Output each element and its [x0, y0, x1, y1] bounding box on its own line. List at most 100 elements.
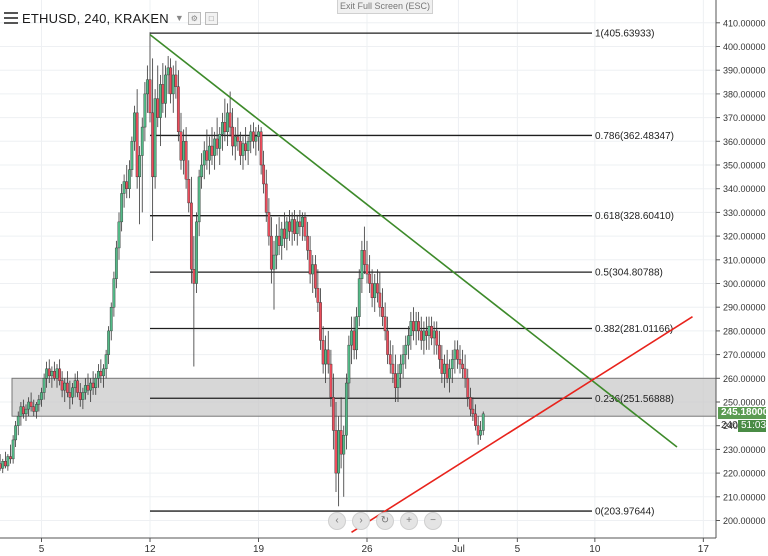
candle-body	[257, 131, 260, 137]
candle-body	[479, 430, 483, 436]
fib-level-label: 0.786(362.48347)	[595, 131, 674, 142]
candle-body	[195, 221, 198, 284]
y-tick-label: 270.00000	[723, 350, 766, 360]
candle-body	[161, 84, 165, 104]
zoom-in-icon[interactable]: +	[400, 512, 418, 530]
candle-body	[448, 368, 452, 379]
candle-body	[339, 430, 343, 455]
scroll-right-icon[interactable]: ›	[352, 512, 370, 530]
candle-body	[52, 370, 56, 379]
candle-body	[55, 368, 59, 379]
candle-body	[99, 370, 103, 377]
candle-body	[362, 250, 366, 265]
fib-level-label: 0(203.97644)	[595, 507, 655, 518]
candle-body	[334, 430, 338, 474]
candle-body	[437, 344, 441, 360]
y-tick-label: 230.00000	[723, 445, 766, 455]
candle-body	[228, 112, 232, 128]
settings-icon[interactable]: ⚙	[187, 11, 201, 25]
y-tick-label: 280.00000	[723, 326, 766, 336]
candle-body	[275, 235, 279, 256]
candle-body	[125, 181, 129, 189]
last-price-tag: 245.18000	[718, 407, 768, 419]
candle-body	[205, 150, 209, 161]
hide-icon[interactable]: □	[204, 11, 218, 25]
candle-body	[324, 349, 328, 365]
candle-body	[151, 112, 155, 178]
x-tick-label: 5	[515, 544, 521, 555]
candle-body	[179, 131, 183, 161]
candle-body	[138, 155, 142, 178]
candle-body	[396, 373, 400, 388]
symbol-title[interactable]: ETHUSD, 240, KRAKEN	[22, 10, 169, 26]
x-tick-label: 5	[39, 544, 45, 555]
candle-body	[306, 235, 310, 251]
candle-body	[381, 307, 384, 317]
candle-body	[27, 401, 31, 410]
candle-body	[213, 138, 217, 156]
candle-body	[9, 456, 12, 460]
x-tick-label: 12	[144, 544, 156, 555]
candle-body	[171, 74, 175, 95]
candle-body	[120, 193, 124, 223]
candle-body	[285, 221, 289, 239]
candle-body	[96, 370, 100, 379]
candle-body	[215, 138, 219, 149]
candle-body	[440, 359, 444, 374]
candle-body	[383, 316, 387, 332]
candle-body	[414, 321, 418, 332]
candle-body	[458, 359, 462, 365]
candle-body	[71, 387, 74, 398]
candle-body	[254, 136, 258, 142]
candle-body	[393, 373, 397, 388]
candle-body	[50, 370, 54, 377]
scroll-left-icon[interactable]: ‹	[328, 512, 346, 530]
candle-body	[303, 216, 307, 237]
candle-body	[63, 382, 67, 391]
candle-body	[427, 325, 431, 336]
chevron-down-icon[interactable]: ▼	[174, 13, 184, 23]
candle-body	[352, 330, 356, 351]
candle-body	[21, 406, 25, 415]
candle-body	[474, 413, 477, 426]
candle-body	[189, 202, 193, 270]
candle-body	[156, 98, 160, 118]
y-tick-label: 300.00000	[723, 279, 766, 289]
candle-body	[3, 461, 7, 467]
candle-body	[122, 181, 126, 194]
candle-body	[326, 349, 330, 365]
y-tick-label: 220.00000	[723, 469, 766, 479]
y-tick-label: 200.00000	[723, 516, 766, 526]
candle-body	[337, 430, 341, 474]
candle-body	[236, 136, 240, 142]
zoom-out-icon[interactable]: −	[424, 512, 442, 530]
candle-body	[40, 392, 43, 400]
candle-body	[78, 392, 82, 400]
candle-body	[445, 363, 449, 379]
candle-body	[153, 98, 157, 178]
candle-body	[262, 164, 266, 185]
candle-body	[14, 425, 18, 441]
candle-body	[443, 363, 446, 374]
candle-body	[321, 340, 325, 365]
candle-body	[409, 321, 413, 336]
candle-body	[233, 136, 237, 147]
candle-body	[313, 264, 317, 289]
resistance-trendline	[149, 34, 678, 448]
y-tick-label: 290.00000	[723, 303, 766, 313]
candle-body	[117, 221, 121, 249]
candle-body	[267, 212, 271, 237]
reset-icon[interactable]: ↻	[376, 512, 394, 530]
exit-fullscreen-hint[interactable]: Exit Full Screen (ESC)	[337, 0, 433, 14]
candle-body	[112, 278, 116, 308]
candle-body	[11, 439, 15, 460]
candle-body	[68, 392, 72, 398]
y-tick-label: 370.00000	[723, 113, 766, 123]
candle-body	[130, 141, 134, 170]
candle-body	[277, 235, 281, 246]
candle-body	[300, 216, 304, 227]
menu-icon[interactable]	[4, 12, 18, 24]
candle-body	[244, 143, 248, 151]
